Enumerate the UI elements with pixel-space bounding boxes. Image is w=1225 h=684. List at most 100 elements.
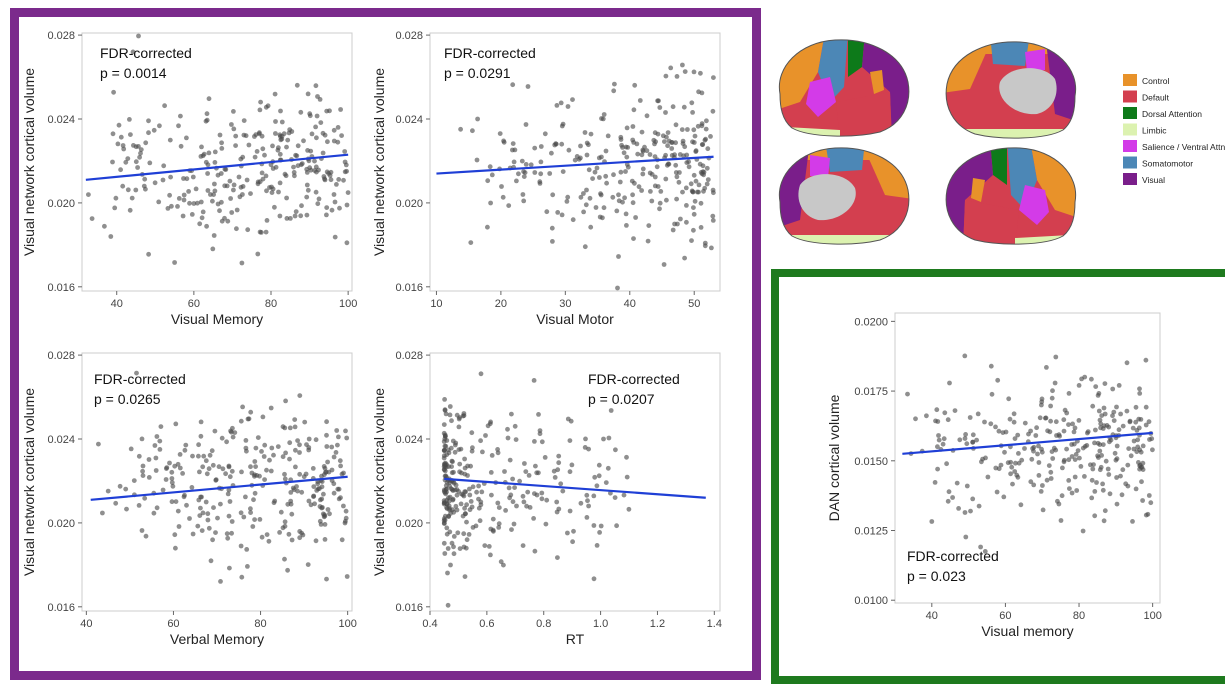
y-tick-label: 0.0125 [854,526,888,538]
x-tick-label: 10 [430,298,442,310]
data-point [1061,428,1067,434]
data-point [582,244,588,250]
data-point [233,133,239,139]
data-point [213,530,218,535]
data-point [542,455,548,460]
data-point [200,510,206,516]
data-point [248,464,253,470]
data-point [176,196,182,201]
data-point [584,152,590,158]
data-point [640,171,646,177]
data-point [297,442,302,448]
data-point [175,508,181,514]
data-point [680,189,685,195]
data-point [129,195,135,201]
p-value-label: p = 0.023 [907,568,966,584]
data-point [218,501,223,507]
data-point [1073,452,1079,457]
data-point [277,151,283,157]
x-tick-label: 100 [1143,610,1161,622]
data-point [283,450,288,456]
data-point [139,436,145,442]
data-point [458,501,464,507]
data-point [201,151,207,157]
data-point [1076,383,1082,388]
data-point [476,483,481,489]
data-point [698,200,704,206]
data-point [446,514,451,519]
data-point [312,501,317,507]
data-point [511,521,517,527]
data-point [118,134,124,140]
data-point [1076,418,1082,423]
data-point [113,500,119,506]
data-point [710,218,716,223]
data-point [704,118,709,124]
data-point [698,170,704,175]
data-point [1110,386,1116,392]
data-point [593,205,599,210]
data-point [253,464,258,469]
data-point [123,486,129,492]
data-point [1114,456,1120,462]
y-axis-label: Visual network cortical volume [371,388,387,576]
data-point [587,195,593,201]
data-point [252,154,258,160]
data-point [292,417,298,422]
data-point [652,154,658,160]
data-point [225,218,231,224]
data-point [100,510,105,516]
data-point [544,497,550,503]
data-point [175,461,181,467]
data-point [603,173,609,179]
data-point [238,418,244,424]
data-point [550,239,555,244]
data-point [611,88,617,94]
data-point [277,180,283,186]
data-point [324,444,330,449]
data-point [219,140,225,146]
data-point [297,535,303,541]
data-point [1048,469,1054,475]
data-point [616,192,621,198]
data-point [933,418,938,424]
data-point [982,419,987,425]
data-point [994,489,1000,495]
data-point [695,189,700,195]
data-point [140,468,145,474]
data-point [1146,419,1152,425]
data-point [1123,481,1129,487]
data-point [344,574,350,579]
data-point [496,521,502,527]
data-point [315,94,320,99]
data-point [1047,429,1053,435]
data-point [703,126,709,132]
data-point [243,438,249,443]
data-point [696,89,701,95]
data-point [451,509,457,515]
data-point [262,152,267,158]
data-point [674,196,679,202]
data-point [690,110,695,115]
legend-label: Visual [1142,175,1165,185]
data-point [158,424,164,429]
data-point [1091,462,1096,467]
data-point [241,132,247,138]
data-point [1044,365,1049,370]
data-point [520,192,526,197]
p-value-label: p = 0.0265 [94,391,161,407]
data-point [995,377,1001,383]
data-point [272,91,278,97]
data-point [239,574,245,580]
data-point [612,495,618,500]
data-point [173,421,179,427]
data-point [988,363,994,369]
data-point [442,443,448,449]
data-point [258,99,263,105]
data-point [203,458,209,464]
data-point [462,456,467,462]
data-point [586,167,592,173]
x-axis-label: Visual Memory [171,311,263,327]
data-point [313,538,319,544]
data-point [196,453,201,459]
